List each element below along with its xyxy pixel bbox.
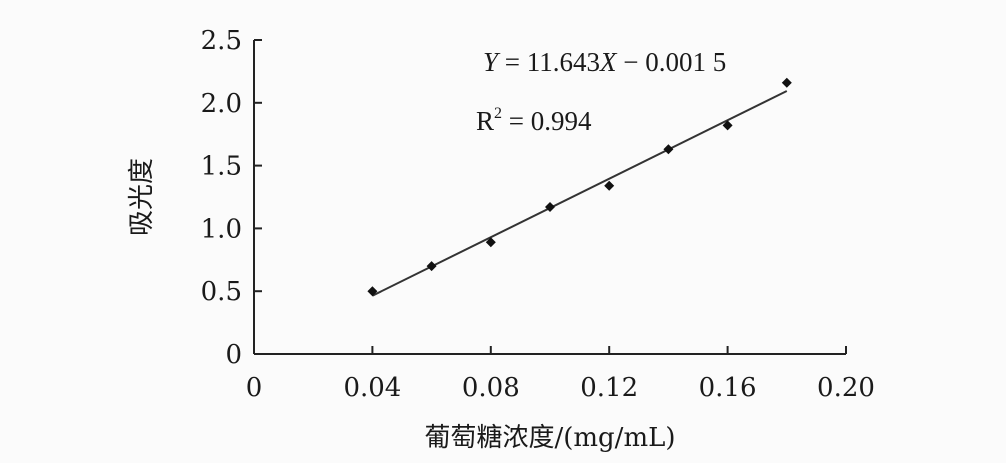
data-point (604, 180, 615, 191)
r2-sup: 2 (494, 105, 502, 122)
x-ticks: 0 0.04 0.08 0.12 0.16 0.20 (246, 346, 875, 403)
data-point (426, 261, 437, 272)
x-tick-label: 0.04 (343, 373, 401, 403)
data-point (722, 120, 733, 131)
x-axis: 0 0.04 0.08 0.12 0.16 0.20 葡萄糖浓度/(mg/mL) (246, 346, 875, 453)
x-tick-label: 0 (246, 373, 263, 403)
data-point (545, 202, 555, 213)
r2-base: R (476, 106, 494, 136)
y-tick-label: 0 (225, 340, 242, 370)
r2-rest: = 0.994 (502, 106, 592, 136)
y-tick-label: 2.0 (201, 89, 242, 119)
data-point (367, 286, 378, 297)
y-tick-label: 0.5 (201, 277, 242, 307)
y-axis-title: 吸光度 (127, 158, 157, 236)
regression-equation: Y = 11.643X − 0.001 5 (483, 47, 726, 77)
y-tick-label: 2.5 (201, 26, 242, 56)
data-point (781, 77, 792, 88)
r-squared: R2 = 0.994 (476, 105, 592, 136)
y-tick-label: 1.0 (201, 214, 242, 244)
data-point (663, 144, 674, 155)
data-points (367, 77, 792, 297)
y-ticks: 0 0.5 1.0 1.5 2.0 2.5 (201, 26, 262, 370)
x-tick-label: 0.08 (462, 373, 520, 403)
y-tick-label: 1.5 (201, 152, 242, 182)
x-axis-title: 葡萄糖浓度/(mg/mL) (424, 423, 675, 453)
trend-line (371, 90, 788, 297)
equation-middle: = 11.643 (498, 47, 600, 77)
x-tick-label: 0.16 (699, 373, 757, 403)
x-tick-label: 0.20 (817, 373, 875, 403)
x-tick-label: 0.12 (580, 373, 638, 403)
data-point (485, 237, 496, 248)
equation-tail: − 0.001 5 (617, 47, 727, 77)
equation-y-var: Y (483, 47, 501, 77)
equation-x-var: X (599, 47, 618, 77)
y-axis: 0 0.5 1.0 1.5 2.0 2.5 吸光度 (127, 26, 262, 370)
